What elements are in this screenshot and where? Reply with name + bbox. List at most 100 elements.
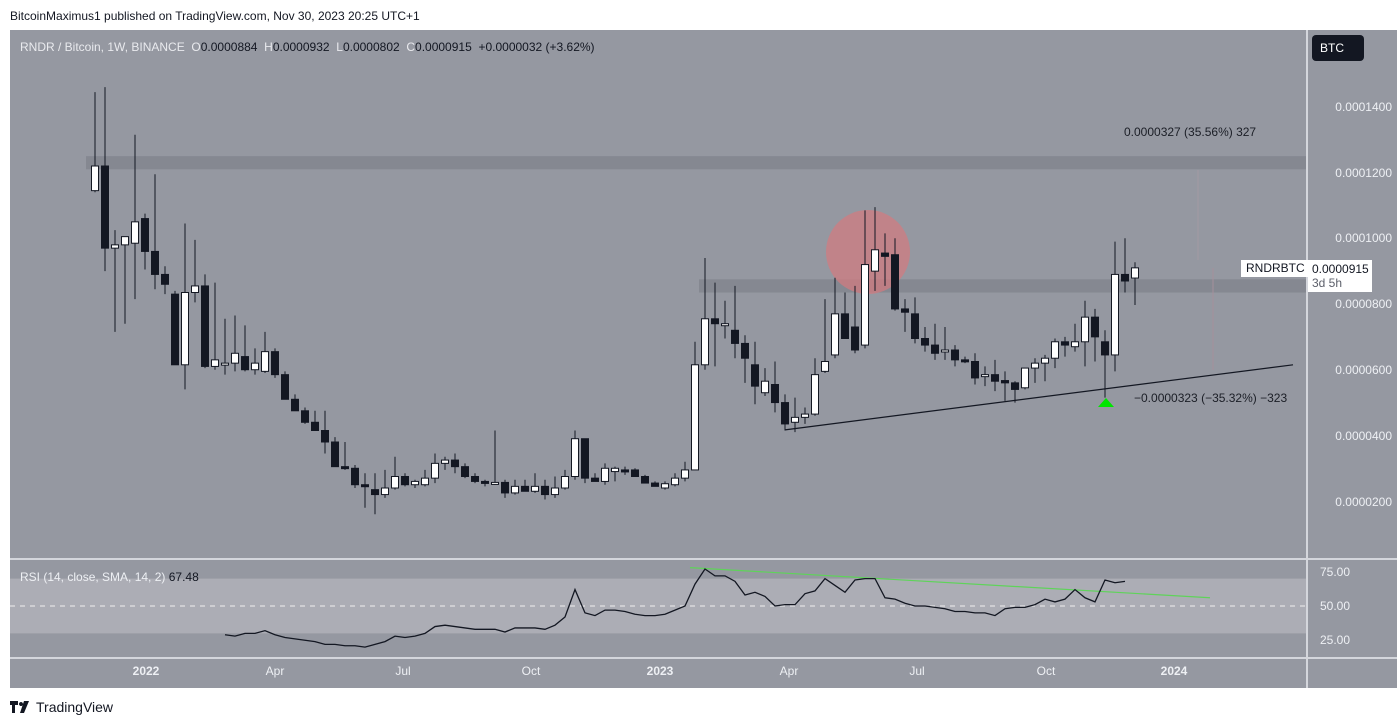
candle-up <box>411 480 419 486</box>
candle-up <box>721 323 729 327</box>
candle-up <box>671 477 679 486</box>
footer-brand: TradingView <box>10 699 113 715</box>
price-axis-label: 0.0000400 <box>1335 429 1392 443</box>
candle-down <box>641 476 649 484</box>
candle-down <box>631 469 639 478</box>
candle-down <box>281 374 289 400</box>
price-pane[interactable] <box>10 30 1306 558</box>
candle-down <box>1011 382 1019 390</box>
candle-up <box>531 485 539 492</box>
candle-down <box>711 318 719 325</box>
candle-up <box>1021 367 1029 389</box>
candle-down <box>521 485 529 492</box>
price-axis-label: 0.0001400 <box>1335 100 1392 114</box>
candle-up <box>761 380 769 394</box>
upper-resistance-zone <box>86 156 1306 170</box>
green-up-arrow-icon <box>1098 398 1114 407</box>
open-value: 0.0000884 <box>200 40 258 54</box>
rsi-value: 67.48 <box>168 570 199 584</box>
candle-down <box>151 250 159 275</box>
rsi-legend: RSI (14, close, SMA, 14, 2) 67.48 <box>20 570 199 584</box>
candle-down <box>1061 341 1069 346</box>
low-value: 0.0000802 <box>342 40 400 54</box>
candle-up <box>601 467 609 482</box>
candle-down <box>361 484 369 488</box>
candle-down <box>931 344 939 354</box>
candle-down <box>271 351 279 376</box>
chart-canvas[interactable] <box>10 30 1397 688</box>
rsi-axis-label: 25.00 <box>1319 633 1350 647</box>
low-label: L <box>336 40 343 54</box>
candle-down <box>451 459 459 468</box>
candle-up <box>1041 357 1049 364</box>
candle-down <box>291 398 299 412</box>
candle-up <box>191 285 199 294</box>
candle-up <box>431 462 439 479</box>
rsi-label[interactable]: RSI (14, close, SMA, 14, 2) <box>20 570 166 584</box>
candle-down <box>321 430 329 443</box>
time-axis-separator <box>10 657 1397 659</box>
candle-down <box>841 313 849 340</box>
candle-up <box>441 459 449 464</box>
candle-up <box>981 374 989 378</box>
symbol-tag: RNDRBTC <box>1241 260 1310 277</box>
time-axis-label: Oct <box>1036 664 1056 678</box>
time-axis-label: Apr <box>265 664 285 678</box>
chart-frame[interactable]: RNDR / Bitcoin, 1W, BINANCE O0.0000884 H… <box>10 30 1397 688</box>
candle-up <box>1051 341 1059 359</box>
candle-down <box>911 313 919 340</box>
candle-up <box>1131 267 1139 279</box>
last-price: 0.0000915 <box>1312 262 1369 276</box>
last-price-tag: 0.0000915 3d 5h <box>1308 260 1372 292</box>
time-axis-label: 2024 <box>1160 664 1188 678</box>
candle-down <box>651 482 659 487</box>
upper-measure-label: 0.0000327 (35.56%) 327 <box>1124 125 1257 139</box>
rsi-axis-label: 50.00 <box>1319 599 1350 613</box>
candle-up <box>821 361 829 372</box>
candle-down <box>921 338 929 346</box>
open-label: O <box>191 40 201 54</box>
time-axis-label: 2023 <box>646 664 674 678</box>
price-axis-label: 0.0001000 <box>1335 231 1392 245</box>
candle-up <box>211 359 219 367</box>
candle-up <box>1081 316 1089 343</box>
candle-up <box>231 352 239 364</box>
candle-down <box>141 218 149 252</box>
time-axis-label: Jul <box>395 664 411 678</box>
close-label: C <box>406 40 416 54</box>
candle-down <box>331 441 339 468</box>
price-axis-label: 0.0001200 <box>1335 166 1392 180</box>
candle-up <box>1111 273 1119 356</box>
candle-up <box>421 477 429 486</box>
currency-button[interactable]: BTC <box>1312 35 1364 61</box>
candle-down <box>991 374 999 382</box>
rsi-axis-label: 75.00 <box>1319 565 1350 579</box>
candle-down <box>161 273 169 285</box>
candle-up <box>861 264 869 346</box>
candle-up <box>681 469 689 479</box>
candle-down <box>591 477 599 482</box>
tradingview-logo-icon <box>10 701 29 713</box>
candle-down <box>621 469 629 473</box>
footer-brand-text: TradingView <box>36 699 114 715</box>
candle-down <box>101 165 109 249</box>
candle-up <box>871 249 879 272</box>
candle-up <box>1031 362 1039 369</box>
pane-separator[interactable] <box>10 558 1397 560</box>
candle-down <box>1091 316 1099 338</box>
time-axis-label: Jul <box>909 664 925 678</box>
close-value: 0.0000915 <box>415 40 472 54</box>
candle-down <box>171 293 179 366</box>
candle-up <box>611 467 619 473</box>
candle-down <box>351 467 359 486</box>
symbol-title[interactable]: RNDR / Bitcoin, 1W, BINANCE <box>20 40 185 54</box>
high-label: H <box>264 40 273 54</box>
symbol-legend: RNDR / Bitcoin, 1W, BINANCE O0.0000884 H… <box>20 40 595 54</box>
price-axis-separator <box>1306 30 1308 688</box>
candle-up <box>91 165 99 192</box>
candle-up <box>691 364 699 471</box>
candle-up <box>251 362 259 371</box>
candle-down <box>1101 341 1109 356</box>
candle-down <box>471 476 479 482</box>
candle-up <box>221 362 229 366</box>
